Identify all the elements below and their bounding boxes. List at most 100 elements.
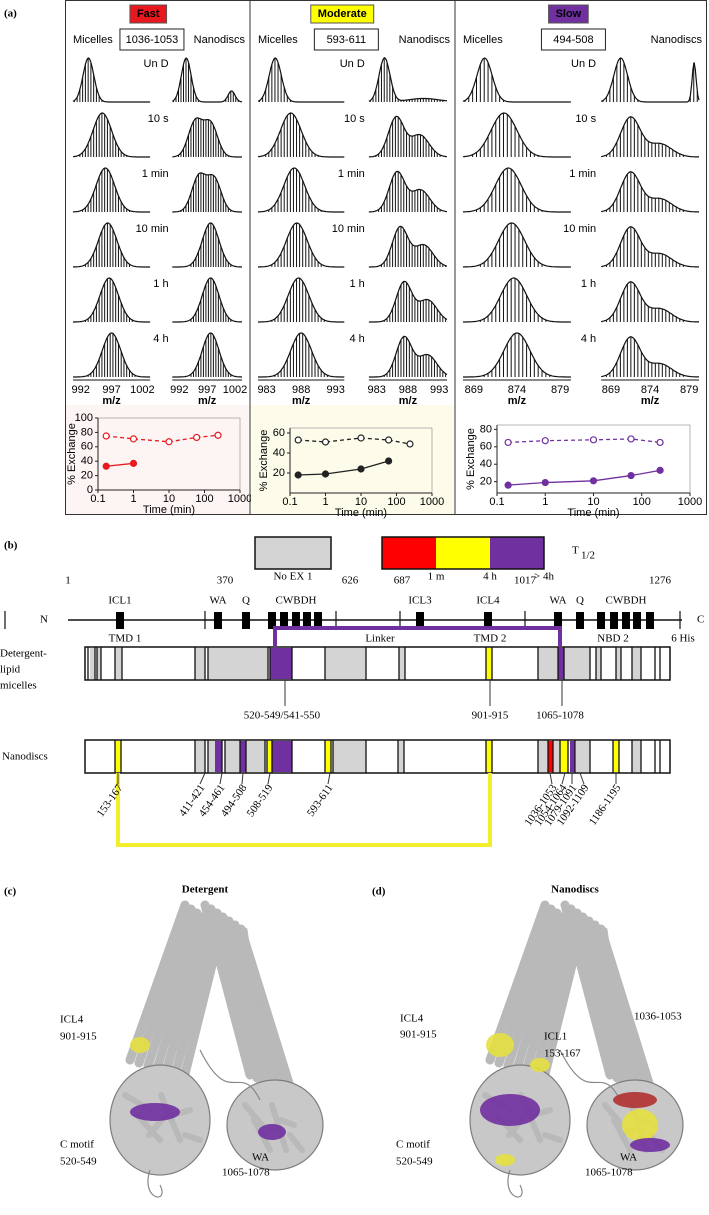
mass-spectrum bbox=[172, 57, 243, 103]
peptide-segment bbox=[486, 648, 492, 679]
residue-number: 1017 bbox=[514, 575, 537, 587]
rate-label: Fast bbox=[137, 8, 160, 20]
x-axis-label: Time (min) bbox=[335, 507, 387, 519]
mz-axis-label: m/z bbox=[102, 395, 121, 407]
mz-tick-label: 1002 bbox=[223, 384, 247, 396]
peptide-segment bbox=[538, 741, 548, 772]
peptide-segment bbox=[115, 741, 121, 772]
peptide-segment bbox=[538, 648, 558, 679]
x-tick-label: 10 bbox=[355, 496, 367, 508]
peptide-segment bbox=[576, 741, 590, 772]
motif-block bbox=[597, 612, 605, 629]
legend-color bbox=[490, 537, 544, 569]
helix bbox=[125, 900, 190, 1065]
rate-badge bbox=[129, 4, 168, 24]
time-label: 10 s bbox=[575, 113, 596, 125]
mass-spectrum bbox=[462, 222, 571, 268]
spectrum-envelope bbox=[601, 226, 699, 268]
peptide-segment bbox=[208, 741, 215, 772]
panel-label: (d) bbox=[372, 886, 386, 898]
peptide-segment bbox=[632, 741, 641, 772]
x-tick-label: 100 bbox=[387, 496, 405, 508]
y-tick-label: 20 bbox=[81, 470, 93, 482]
x-tick-label: 1000 bbox=[420, 496, 444, 508]
mz-axis-label: m/z bbox=[399, 395, 418, 407]
highlighted-region bbox=[613, 1092, 657, 1108]
peptide-segment bbox=[267, 741, 272, 772]
spectrum-envelope bbox=[172, 332, 243, 378]
data-point bbox=[129, 435, 138, 443]
mz-tick-label: 988 bbox=[292, 384, 310, 396]
mass-spectrum bbox=[368, 225, 448, 268]
peptide-segment bbox=[195, 741, 205, 772]
mass-spectrum bbox=[257, 222, 345, 268]
spectrum-envelope bbox=[368, 115, 448, 158]
helix bbox=[143, 908, 202, 1071]
peptide-box bbox=[119, 28, 185, 51]
motif-label: Q bbox=[242, 595, 250, 607]
peptide-segment bbox=[613, 741, 619, 772]
spectrum-envelope bbox=[368, 280, 448, 323]
x-tick-label: 100 bbox=[633, 496, 651, 508]
helix bbox=[278, 1117, 297, 1128]
spectrum-envelope bbox=[368, 57, 448, 102]
x-tick-label: 1 bbox=[542, 496, 548, 508]
x-tick-label: 0.1 bbox=[90, 493, 105, 505]
y-tick-label: 40 bbox=[81, 455, 93, 467]
y-axis-label: % Exchange bbox=[258, 430, 270, 492]
motif-block bbox=[280, 612, 288, 629]
peptide-segment bbox=[486, 741, 492, 772]
protein-structure bbox=[469, 900, 684, 1198]
time-label: 10 min bbox=[136, 223, 169, 235]
highlighted-region bbox=[486, 1033, 514, 1057]
motif-label: CWBDH bbox=[276, 595, 317, 607]
data-point bbox=[385, 436, 393, 444]
peptide-segment bbox=[208, 648, 268, 679]
motif-block bbox=[484, 612, 492, 629]
spectrum-envelope bbox=[257, 57, 345, 103]
mz-tick-label: 983 bbox=[257, 384, 275, 396]
row-label: Nanodiscs bbox=[2, 751, 48, 763]
chart-background bbox=[456, 405, 706, 514]
time-label: 1 min bbox=[142, 168, 169, 180]
motif-block bbox=[242, 612, 250, 629]
motif-label: ICL3 bbox=[408, 595, 432, 607]
mass-spectrum bbox=[258, 277, 345, 323]
row-label: lipid bbox=[0, 664, 21, 676]
data-point bbox=[102, 432, 110, 440]
peptide-segment bbox=[225, 741, 240, 772]
mz-tick-label: 1002 bbox=[130, 384, 154, 396]
peptide-segment bbox=[333, 741, 366, 772]
condition-label: Micelles bbox=[73, 34, 113, 46]
label-leader bbox=[241, 772, 244, 785]
x-tick-label: 1 bbox=[322, 496, 328, 508]
domain-label: NBD 2 bbox=[597, 633, 628, 645]
spectrum-envelope bbox=[463, 332, 571, 378]
peptide-segment bbox=[195, 648, 205, 679]
mz-tick-label: 993 bbox=[430, 384, 448, 396]
chart-background bbox=[66, 405, 249, 514]
highlighted-region bbox=[480, 1094, 540, 1126]
legend-mark: 4 h bbox=[483, 571, 497, 583]
y-tick-label: 40 bbox=[480, 458, 492, 470]
peptide-segment bbox=[632, 648, 641, 679]
structure-annotation: ICL4 bbox=[400, 1013, 424, 1025]
spectrum-envelope bbox=[72, 222, 151, 268]
panel-title: Nanodiscs bbox=[551, 884, 599, 896]
peptide-segment bbox=[399, 648, 405, 679]
spectrum-envelope bbox=[600, 57, 700, 103]
motif-block bbox=[214, 612, 222, 629]
sequence-end: N bbox=[40, 614, 48, 626]
data-point bbox=[357, 465, 365, 473]
rate-label: Slow bbox=[556, 8, 582, 20]
motif-block bbox=[116, 612, 124, 629]
time-label: 4 h bbox=[153, 333, 168, 345]
helix bbox=[602, 1102, 625, 1128]
x-tick-label: 0.1 bbox=[282, 496, 297, 508]
mass-spectrum bbox=[73, 332, 151, 378]
mz-tick-label: 869 bbox=[602, 384, 620, 396]
data-point bbox=[321, 470, 330, 478]
peptide-segment bbox=[272, 741, 292, 772]
rate-badge bbox=[310, 4, 375, 24]
mass-spectrum bbox=[368, 170, 448, 213]
